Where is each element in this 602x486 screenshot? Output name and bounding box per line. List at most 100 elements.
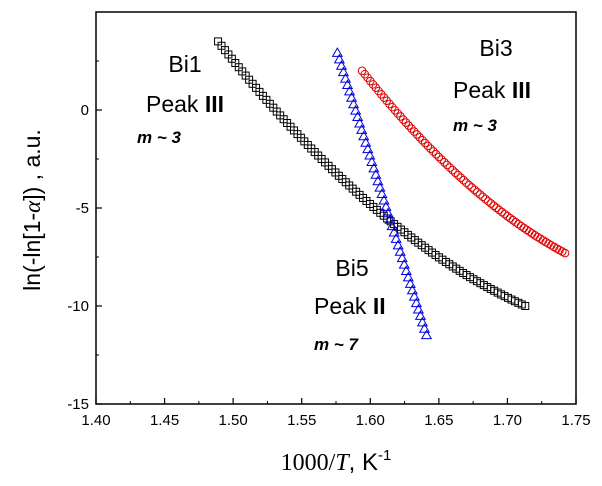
series-bi5 [331, 47, 433, 340]
data-point [505, 213, 515, 223]
data-point [486, 199, 496, 208]
data-point [392, 239, 404, 250]
data-point [434, 152, 444, 162]
data-point [472, 187, 482, 197]
data-point [396, 252, 408, 263]
data-point [347, 98, 360, 109]
x-tick-label: 1.45 [150, 412, 179, 429]
data-point [521, 302, 530, 310]
data-point [368, 162, 380, 173]
data-point [401, 118, 411, 127]
data-point [412, 303, 425, 314]
data-point [372, 175, 384, 186]
data-point [423, 141, 433, 151]
data-point [418, 135, 427, 145]
data-point [415, 133, 424, 142]
data-point [481, 194, 490, 204]
data-point [437, 155, 446, 164]
data-point [398, 115, 408, 124]
data-point [414, 310, 427, 320]
y-tick-label: -15 [67, 396, 89, 413]
annotation-bi3-name: Bi3 [479, 35, 512, 61]
y-tick-label: -10 [67, 298, 89, 315]
data-point [354, 117, 366, 128]
data-point [494, 205, 504, 215]
annotation-bi1-name: Bi1 [168, 51, 201, 77]
data-point [362, 143, 374, 154]
data-point [345, 92, 358, 102]
data-point [398, 258, 410, 269]
data-point [431, 149, 441, 159]
annotation-bi5: Bi5 Peak II m ~ 7 [314, 255, 386, 354]
data-point [500, 209, 509, 219]
y-tick-label: -5 [76, 200, 89, 217]
data-point [331, 47, 343, 57]
annotation-bi1-peak: Peak III [146, 91, 224, 117]
data-point [384, 213, 396, 224]
data-point [412, 130, 422, 139]
data-point [470, 185, 479, 195]
data-point [538, 236, 548, 245]
data-point [445, 163, 455, 172]
y-axis-ticks: -15 -10 -5 0 [67, 60, 102, 413]
data-point [492, 203, 501, 213]
data-point [390, 105, 400, 115]
x-tick-label: 1.60 [356, 412, 385, 429]
data-point [409, 127, 419, 136]
series-layer [214, 37, 570, 340]
annotation-bi1-m: m ~ 3 [137, 128, 181, 147]
data-point [497, 207, 507, 217]
data-point [536, 234, 545, 243]
data-point [356, 124, 368, 134]
annotation-bi3-peak: Peak III [453, 77, 531, 103]
data-point [489, 201, 499, 210]
annotation-bi5-peak: Peak II [314, 293, 386, 319]
data-point [358, 130, 370, 141]
data-point [364, 149, 376, 160]
data-point [442, 160, 452, 170]
data-point [339, 72, 352, 83]
x-tick-label: 1.50 [219, 412, 248, 429]
x-tick-label: 1.40 [81, 412, 110, 429]
data-point [461, 178, 471, 187]
data-point [380, 201, 392, 211]
data-point [440, 157, 449, 167]
x-tick-label: 1.55 [287, 412, 316, 429]
data-point [376, 188, 388, 199]
y-tick-label: 0 [81, 102, 89, 119]
annotation-bi5-m: m ~ 7 [314, 335, 359, 354]
data-point [404, 278, 416, 288]
data-point [560, 248, 570, 258]
data-point [406, 284, 418, 295]
data-point [385, 99, 394, 109]
x-tick-label: 1.75 [561, 412, 590, 429]
data-point [396, 112, 405, 121]
data-point [394, 246, 406, 256]
data-point [527, 229, 537, 238]
data-point [456, 173, 466, 182]
data-point [451, 168, 460, 177]
data-point [370, 169, 382, 179]
data-point [400, 265, 412, 276]
annotation-bi1: Bi1 Peak III m ~ 3 [137, 51, 224, 147]
data-point [393, 109, 403, 118]
data-point [360, 136, 372, 147]
data-point [343, 85, 356, 96]
data-point [416, 316, 429, 327]
data-point [420, 329, 433, 340]
annotation-bi3-m: m ~ 3 [453, 116, 497, 135]
series-bi1 [214, 37, 530, 310]
data-point [352, 111, 364, 122]
data-point [420, 138, 430, 148]
data-point [410, 297, 422, 308]
series-bi3 [357, 66, 570, 258]
data-point [386, 220, 398, 231]
x-axis-label: 1000/T, K-1 [281, 447, 392, 476]
data-point [530, 230, 540, 240]
data-point [341, 79, 354, 89]
data-point [335, 59, 348, 70]
x-tick-label: 1.70 [493, 412, 522, 429]
data-point [503, 211, 512, 221]
data-point [382, 207, 394, 218]
